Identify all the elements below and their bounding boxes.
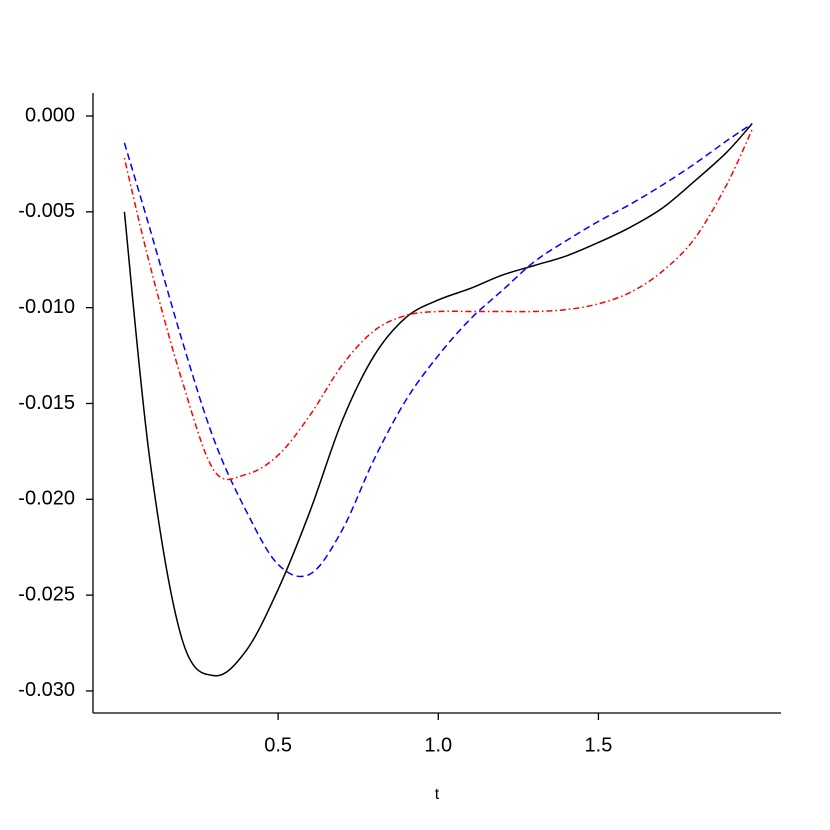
line-series <box>123 123 753 578</box>
x-axis-label: t <box>435 786 440 803</box>
y-tick-label: -0.020 <box>18 488 75 510</box>
line-series <box>123 129 753 481</box>
x-tick-label: 1.5 <box>585 734 613 756</box>
y-tick-label: -0.015 <box>18 392 75 414</box>
line-series <box>123 123 753 677</box>
y-tick-label: -0.030 <box>18 679 75 701</box>
y-tick-label: -0.025 <box>18 583 75 605</box>
x-tick-label: 1.0 <box>424 734 452 756</box>
x-tick-label: 0.5 <box>264 734 292 756</box>
y-tick-label: -0.010 <box>18 296 75 318</box>
y-tick-label: -0.005 <box>18 200 75 222</box>
y-tick-label: 0.000 <box>25 104 75 126</box>
